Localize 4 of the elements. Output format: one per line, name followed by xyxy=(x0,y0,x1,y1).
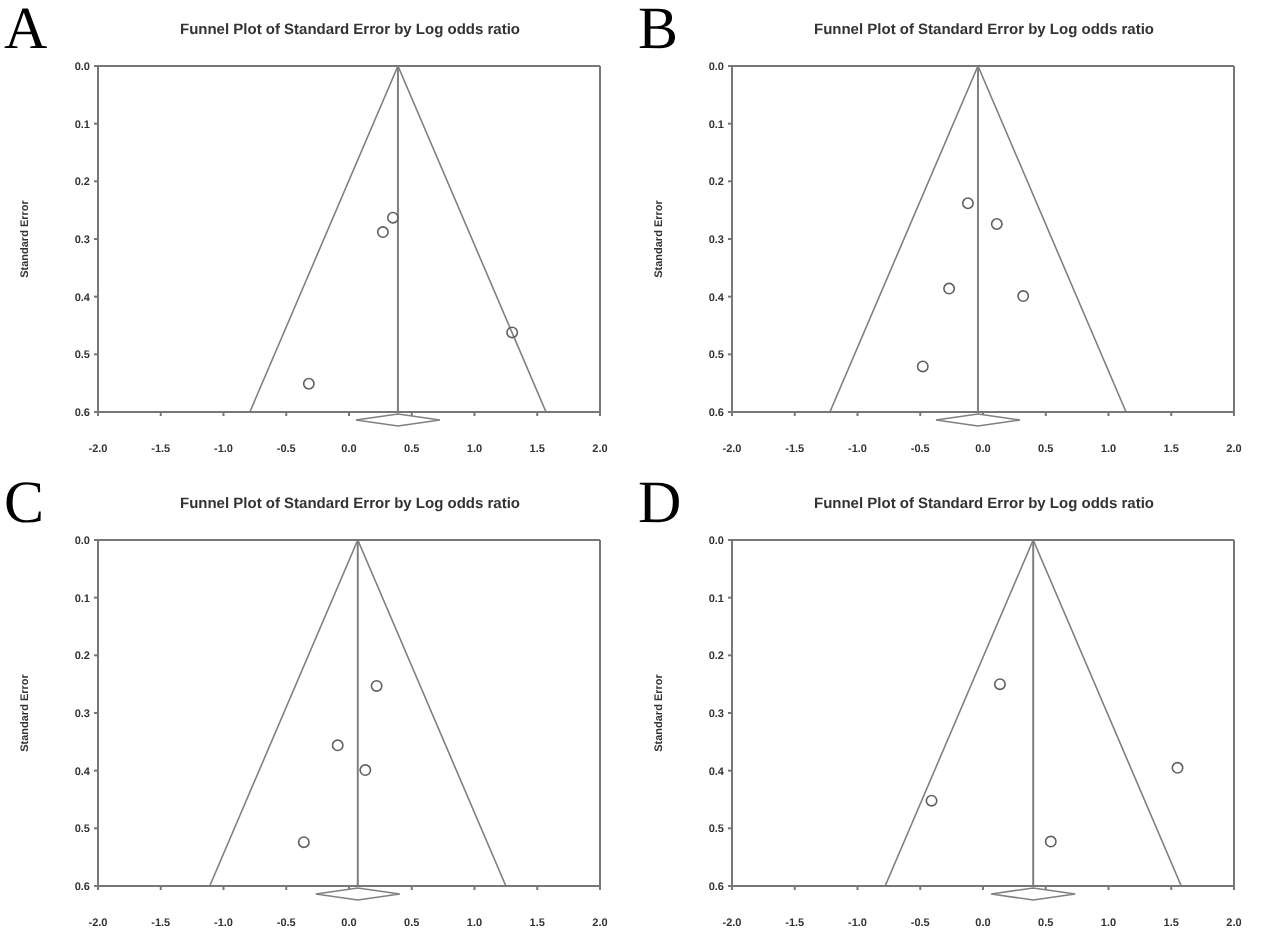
text: D xyxy=(638,470,682,536)
text: C xyxy=(4,470,45,536)
text: B xyxy=(638,0,679,62)
text: A xyxy=(4,0,48,62)
